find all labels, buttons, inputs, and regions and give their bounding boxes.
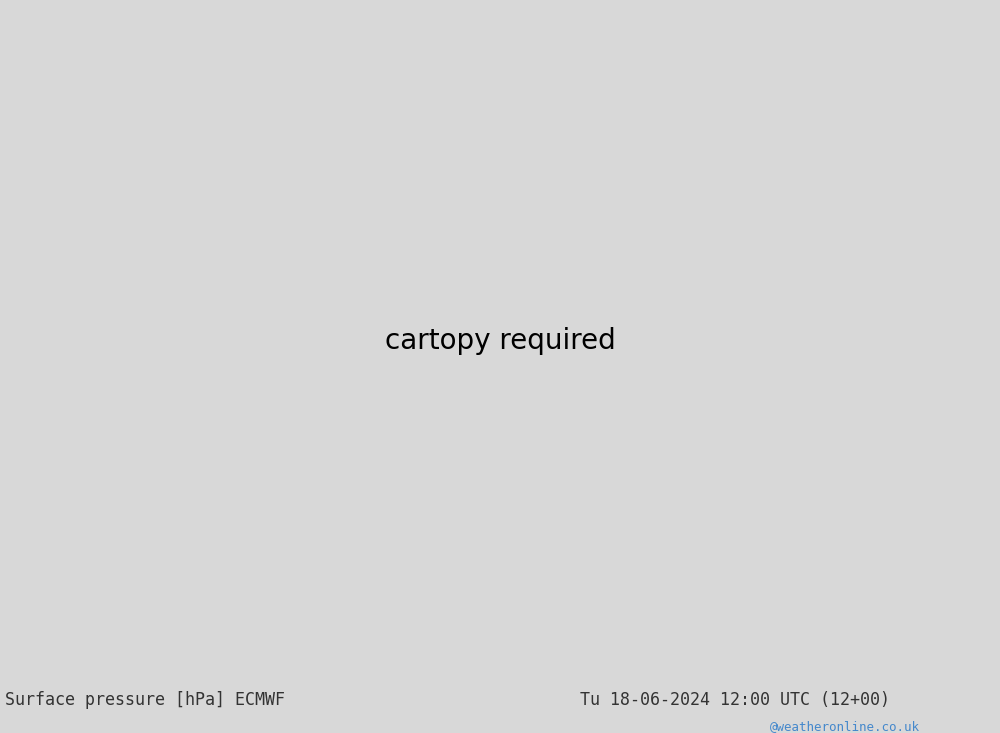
Text: Tu 18-06-2024 12:00 UTC (12+00): Tu 18-06-2024 12:00 UTC (12+00) [580, 690, 890, 709]
Text: cartopy required: cartopy required [385, 327, 615, 355]
Text: @weatheronline.co.uk: @weatheronline.co.uk [770, 721, 920, 733]
Text: Surface pressure [hPa] ECMWF: Surface pressure [hPa] ECMWF [5, 690, 285, 709]
